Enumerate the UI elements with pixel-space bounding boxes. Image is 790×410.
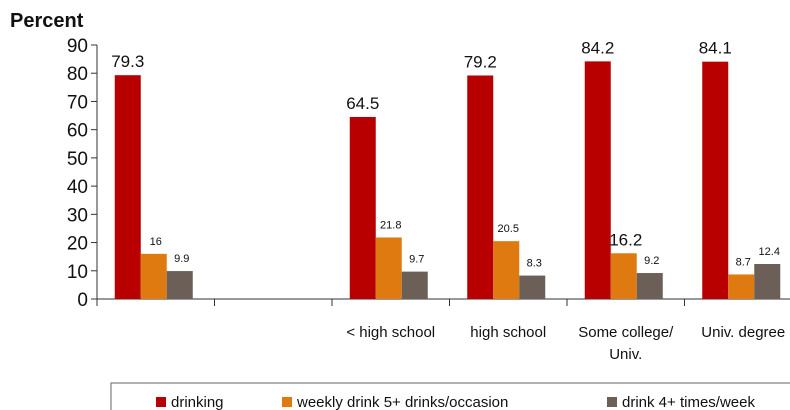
bar-weekly-drink-5-drinks-occasion (375, 237, 402, 299)
bar-drinking (702, 61, 729, 300)
y-tick-label: 80 (67, 64, 88, 85)
data-label: 12.4 (759, 246, 780, 258)
data-label: 16.2 (609, 230, 642, 249)
x-category-label: < high school (346, 324, 435, 341)
bar-drinking (114, 75, 141, 299)
data-label: 8.3 (527, 258, 542, 270)
data-label: 79.3 (111, 52, 144, 71)
data-label: 16 (150, 236, 162, 248)
data-label: 8.7 (736, 256, 751, 268)
legend-swatch (607, 397, 617, 407)
legend-label: weekly drink 5+ drinks/occasion (296, 394, 508, 410)
y-tick-label: 0 (77, 290, 88, 311)
y-tick-label: 10 (67, 262, 88, 283)
y-tick-label: 30 (67, 205, 88, 226)
bar-weekly-drink-5-drinks-occasion (728, 274, 755, 299)
legend-swatch (156, 397, 166, 407)
bar-drink-4-times-week (636, 273, 663, 299)
y-tick-label: 50 (67, 149, 88, 170)
y-tick-label: 70 (67, 92, 88, 113)
data-label: 9.2 (644, 255, 659, 267)
bar-drink-4-times-week (519, 275, 546, 299)
bar-drinking (349, 116, 376, 299)
bar-drinking (584, 61, 611, 299)
data-label: 21.8 (380, 219, 401, 231)
x-category-label: Univ. (609, 346, 642, 363)
x-category-label: high school (470, 324, 546, 341)
bar-weekly-drink-5-drinks-occasion (610, 253, 637, 299)
y-tick-label: 90 (67, 36, 88, 57)
x-category-label: Some college/ (578, 324, 674, 341)
bar-drink-4-times-week (754, 264, 781, 299)
y-axis-title: Percent (10, 10, 84, 32)
data-label: 9.9 (174, 253, 189, 265)
legend-label: drink 4+ times/week (622, 394, 755, 410)
y-tick-label: 20 (67, 234, 88, 255)
y-tick-label: 40 (67, 177, 88, 198)
bar-weekly-drink-5-drinks-occasion (140, 253, 167, 299)
y-tick-label: 60 (67, 121, 88, 142)
bar-drinking (467, 75, 494, 299)
legend-box (110, 382, 790, 410)
bar-drink-4-times-week (166, 271, 193, 299)
data-label: 20.5 (498, 223, 519, 235)
data-label: 79.2 (464, 52, 497, 71)
x-category-label: Univ. degree (701, 324, 785, 341)
data-label: 64.5 (346, 94, 379, 113)
legend-label: drinking (171, 394, 224, 410)
bar-weekly-drink-5-drinks-occasion (493, 241, 520, 299)
data-label: 84.1 (699, 39, 732, 58)
data-label: 9.7 (409, 254, 424, 266)
legend-swatch (282, 397, 292, 407)
data-label: 84.2 (581, 38, 614, 57)
bar-drink-4-times-week (401, 271, 428, 299)
